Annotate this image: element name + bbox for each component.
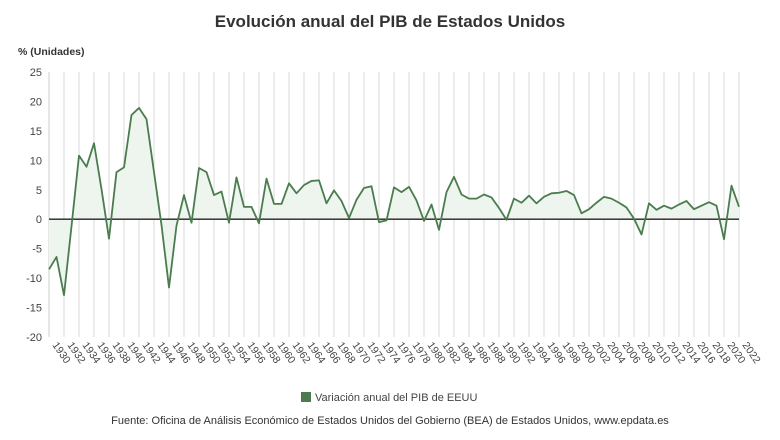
legend: Variación anual del PIB de EEUU: [301, 392, 477, 404]
legend-label: Variación anual del PIB de EEUU: [315, 392, 477, 404]
series-area: [49, 107, 739, 296]
series-line: [48, 107, 740, 297]
y-tick-label: 5: [36, 185, 42, 197]
y-tick-label: 25: [30, 67, 42, 79]
y-axis-label: % (Unidades): [18, 46, 85, 58]
y-tick-label: -15: [26, 303, 42, 315]
y-tick-label: 0: [36, 214, 42, 226]
y-tick-label: -10: [26, 273, 42, 285]
y-tick-label: 15: [30, 126, 42, 138]
y-tick-label: -5: [32, 244, 42, 256]
plot-area: 2520151050-5-10-15-201930193219341936193…: [26, 67, 763, 366]
legend-swatch: [301, 392, 311, 402]
source-note: Fuente: Oficina de Análisis Económico de…: [111, 415, 669, 427]
y-tick-label: 20: [30, 96, 42, 108]
y-tick-label: -20: [26, 332, 42, 344]
y-tick-label: 10: [30, 155, 42, 167]
chart-title: Evolución anual del PIB de Estados Unido…: [215, 12, 565, 31]
